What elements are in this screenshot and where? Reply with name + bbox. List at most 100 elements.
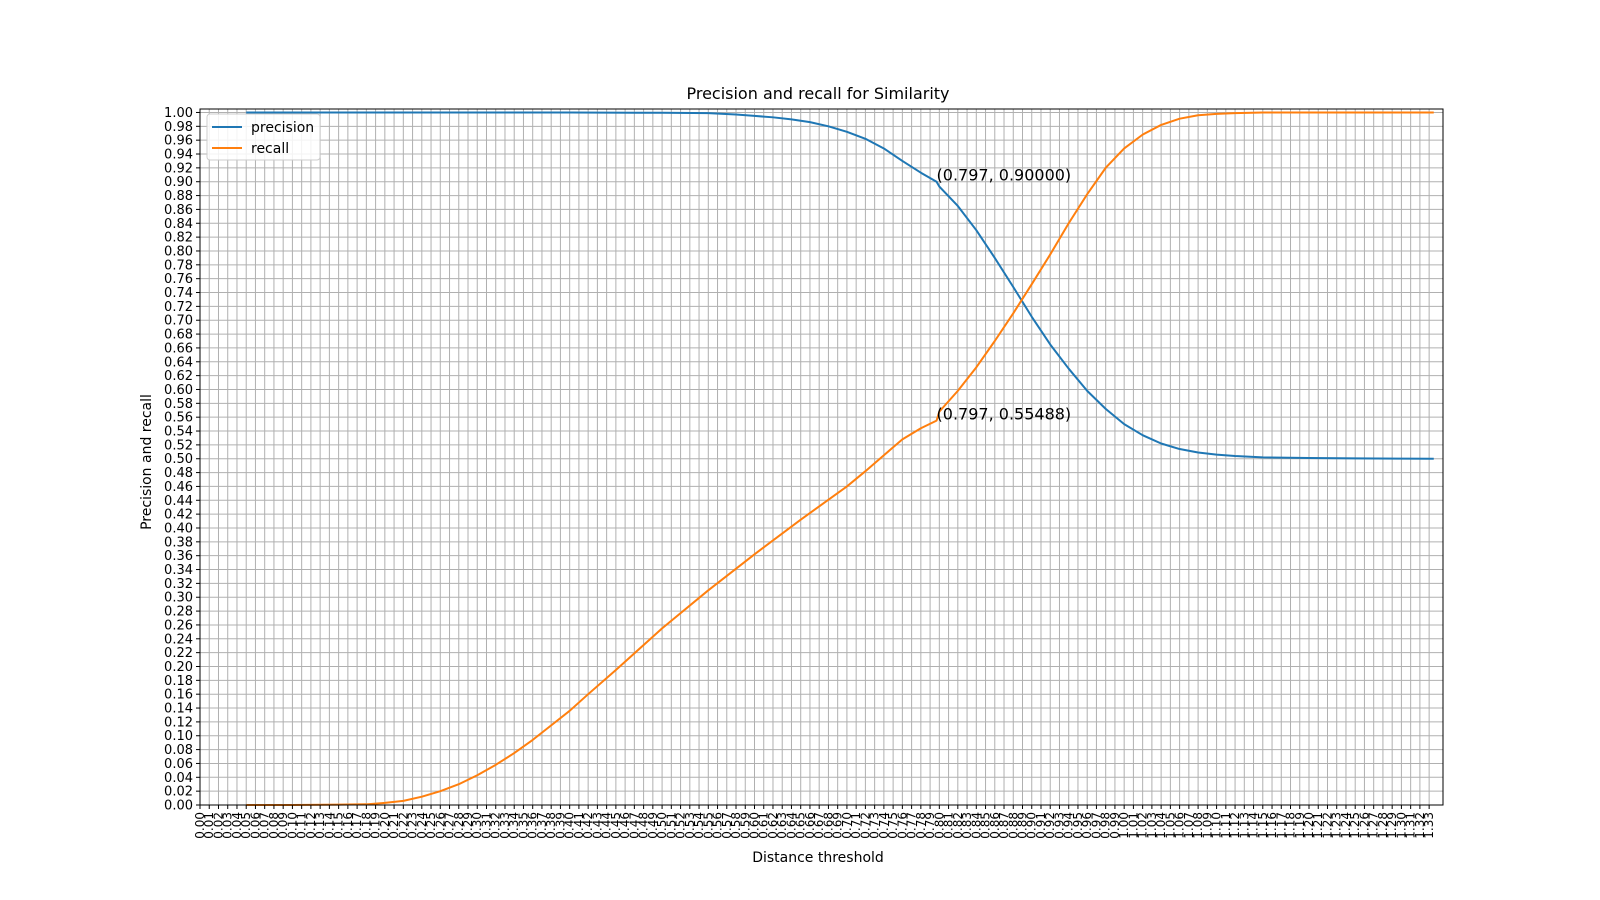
- x-tick-label: 0.32: [489, 812, 503, 839]
- x-tick-label: 0.13: [313, 812, 327, 839]
- x-tick-label: 0.49: [646, 812, 660, 839]
- x-tick-label: 0.08: [267, 812, 281, 839]
- y-axis-label: Precision and recall: [139, 394, 155, 530]
- x-tick-label: 1.10: [1210, 812, 1224, 839]
- x-tick-label: 1.09: [1200, 812, 1214, 839]
- x-tick-label: 0.69: [831, 812, 845, 839]
- y-tick-label: 0.34: [164, 563, 193, 578]
- y-tick-label: 0.00: [164, 799, 193, 814]
- x-ticks: 0.000.010.020.030.040.050.060.070.080.09…: [193, 805, 1436, 839]
- x-tick-label: 0.99: [1108, 812, 1122, 839]
- x-tick-label: 1.12: [1228, 812, 1242, 839]
- x-tick-label: 1.00: [1117, 812, 1131, 839]
- x-tick-label: 0.09: [276, 812, 290, 839]
- y-tick-label: 0.86: [164, 203, 193, 218]
- y-tick-label: 0.16: [164, 688, 193, 703]
- y-tick-label: 0.90: [164, 175, 193, 190]
- x-tick-label: 0.90: [1025, 812, 1039, 839]
- x-tick-label: 0.02: [211, 812, 225, 839]
- x-tick-label: 0.78: [914, 812, 928, 839]
- x-tick-label: 0.43: [590, 812, 604, 839]
- x-tick-label: 0.93: [1052, 812, 1066, 839]
- y-tick-label: 0.80: [164, 244, 193, 259]
- x-tick-label: 0.36: [526, 812, 540, 839]
- y-tick-label: 0.82: [164, 231, 193, 246]
- x-tick-label: 0.72: [858, 812, 872, 839]
- x-tick-label: 1.13: [1237, 812, 1251, 839]
- x-tick-label: 1.33: [1422, 812, 1436, 839]
- x-tick-label: 0.74: [877, 812, 891, 839]
- x-tick-label: 0.27: [443, 812, 457, 839]
- y-tick-label: 0.76: [164, 272, 193, 287]
- annotation-label: (0.797, 0.55488): [937, 405, 1072, 424]
- x-tick-label: 0.37: [535, 812, 549, 839]
- y-tick-label: 0.06: [164, 757, 193, 772]
- x-tick-label: 0.06: [248, 812, 262, 839]
- y-tick-label: 0.64: [164, 355, 193, 370]
- x-tick-label: 0.38: [544, 812, 558, 839]
- annotation-label: (0.797, 0.90000): [937, 166, 1072, 185]
- y-tick-label: 0.62: [164, 369, 193, 384]
- y-tick-label: 0.08: [164, 743, 193, 758]
- y-tick-label: 0.88: [164, 189, 193, 204]
- x-tick-label: 1.31: [1404, 812, 1418, 839]
- x-tick-label: 0.98: [1099, 812, 1113, 839]
- x-tick-label: 0.50: [655, 812, 669, 839]
- y-tick-label: 0.78: [164, 258, 193, 273]
- x-tick-label: 0.77: [905, 812, 919, 839]
- x-tick-label: 1.03: [1145, 812, 1159, 839]
- x-tick-label: 0.85: [979, 812, 993, 839]
- x-tick-label: 0.47: [627, 812, 641, 839]
- x-tick-label: 1.20: [1302, 812, 1316, 839]
- x-tick-label: 0.14: [322, 812, 336, 839]
- x-tick-label: 0.30: [470, 812, 484, 839]
- y-tick-label: 0.96: [164, 134, 193, 149]
- x-tick-label: 0.92: [1043, 812, 1057, 839]
- x-tick-label: 1.32: [1413, 812, 1427, 839]
- x-tick-label: 0.46: [618, 812, 632, 839]
- x-tick-label: 1.14: [1247, 812, 1261, 839]
- x-tick-label: 0.28: [452, 812, 466, 839]
- x-tick-label: 1.01: [1126, 812, 1140, 839]
- x-tick-label: 0.57: [720, 812, 734, 839]
- x-tick-label: 0.82: [951, 812, 965, 839]
- x-tick-label: 0.70: [840, 812, 854, 839]
- x-tick-label: 0.71: [849, 812, 863, 839]
- x-tick-label: 1.27: [1367, 812, 1381, 839]
- x-tick-label: 0.39: [553, 812, 567, 839]
- series-line-precision: [246, 111, 1434, 460]
- x-tick-label: 0.63: [775, 812, 789, 839]
- x-tick-label: 1.21: [1311, 812, 1325, 839]
- y-tick-label: 0.60: [164, 383, 193, 398]
- y-tick-label: 0.56: [164, 411, 193, 426]
- x-tick-label: 0.18: [359, 812, 373, 839]
- x-axis-label: Distance threshold: [752, 850, 884, 866]
- x-tick-label: 0.64: [784, 812, 798, 839]
- y-tick-label: 0.28: [164, 605, 193, 620]
- x-tick-label: 0.51: [664, 812, 678, 839]
- x-tick-label: 0.65: [794, 812, 808, 839]
- x-tick-label: 0.80: [932, 812, 946, 839]
- x-tick-label: 0.59: [738, 812, 752, 839]
- x-tick-label: 0.96: [1080, 812, 1094, 839]
- x-tick-label: 0.07: [258, 812, 272, 839]
- axes-frame: [199, 108, 1444, 806]
- x-tick-label: 0.21: [387, 812, 401, 839]
- y-tick-label: 0.26: [164, 618, 193, 633]
- x-tick-label: 1.08: [1191, 812, 1205, 839]
- x-tick-label: 1.24: [1339, 812, 1353, 839]
- x-tick-label: 1.16: [1265, 812, 1279, 839]
- y-tick-label: 0.12: [164, 715, 193, 730]
- x-tick-label: 0.84: [969, 812, 983, 839]
- y-tick-label: 0.40: [164, 521, 193, 536]
- x-tick-label: 0.68: [821, 812, 835, 839]
- x-tick-label: 0.73: [868, 812, 882, 839]
- x-tick-label: 0.03: [221, 812, 235, 839]
- y-tick-label: 0.94: [164, 148, 193, 163]
- x-tick-label: 0.24: [415, 812, 429, 839]
- y-tick-label: 0.84: [164, 217, 193, 232]
- x-tick-label: 1.04: [1154, 812, 1168, 839]
- x-tick-label: 0.00: [193, 812, 207, 839]
- grid: [199, 109, 1443, 806]
- x-tick-label: 0.48: [637, 812, 651, 839]
